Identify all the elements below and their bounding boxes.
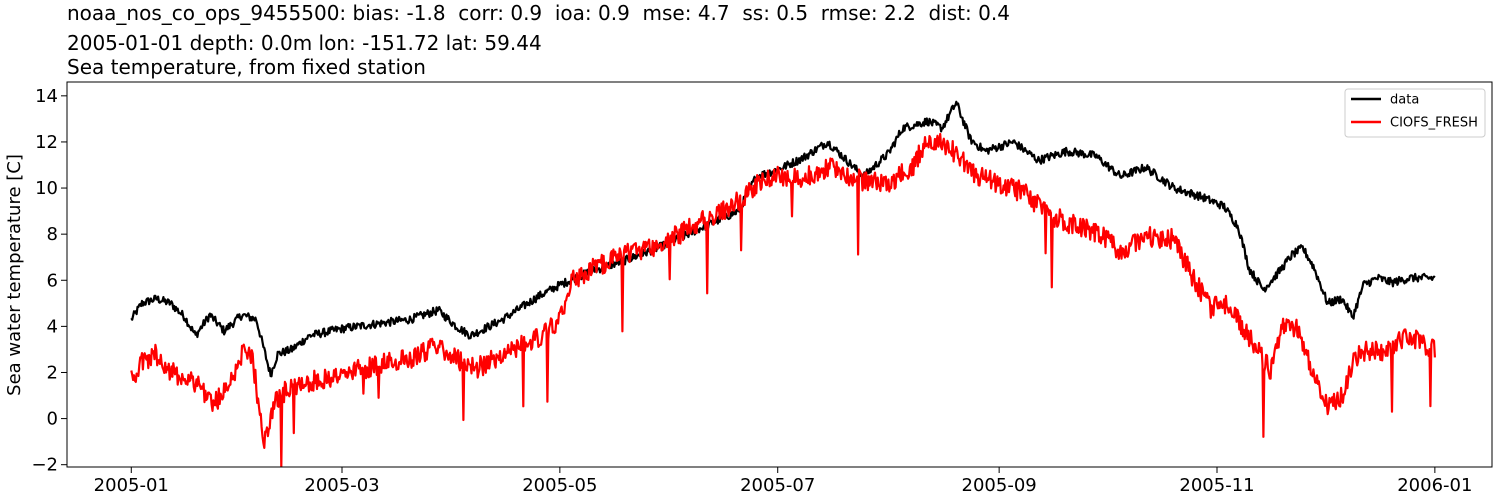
x-tick-label: 2005-07	[740, 475, 815, 496]
axes-frame	[66, 81, 1493, 468]
ticks-layer: −2 0 2 4 6 8 10 12 14 2005-01 2005-03 2005-05 2005-0…	[31, 86, 1472, 496]
y-tick-label: 12	[35, 132, 58, 153]
y-tick-label: 2	[47, 362, 58, 383]
series-line-data	[130, 100, 1436, 378]
y-tick-label: −2	[31, 455, 58, 476]
y-tick-label: 6	[47, 270, 58, 291]
chart-title-location: 2005-01-01 depth: 0.0m lon: -151.72 lat:…	[67, 31, 542, 55]
chart-title-description: Sea temperature, from fixed station	[67, 55, 426, 79]
y-tick-label: 10	[35, 178, 58, 199]
legend: data CIOFS_FRESH	[1344, 88, 1486, 138]
legend-label: CIOFS_FRESH	[1390, 116, 1478, 131]
y-axis-label: Sea water temperature [C]	[4, 154, 25, 396]
legend-box	[1344, 88, 1486, 138]
x-tick-label: 2005-05	[522, 475, 597, 496]
x-tick-label: 2006-01	[1397, 475, 1472, 496]
chart-title-stats: noaa_nos_co_ops_9455500: bias: -1.8 corr…	[67, 1, 1010, 25]
y-tick-label: 14	[35, 86, 58, 107]
x-tick-label: 2005-11	[1179, 475, 1254, 496]
series-layer	[130, 100, 1436, 467]
x-tick-label: 2005-09	[962, 475, 1037, 496]
y-tick-label: 4	[47, 316, 58, 337]
x-tick-label: 2005-01	[94, 475, 169, 496]
x-tick-label: 2005-03	[304, 475, 379, 496]
y-tick-label: 0	[47, 409, 58, 430]
y-tick-label: 8	[47, 224, 58, 245]
legend-label: data	[1390, 93, 1419, 108]
series-line-ciofs-fresh	[130, 132, 1436, 467]
